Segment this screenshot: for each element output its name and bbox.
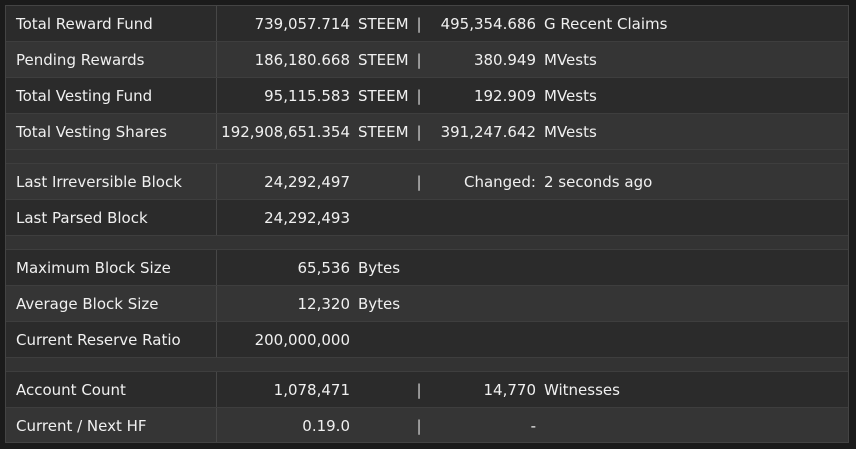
separator: |: [416, 14, 422, 33]
stat-row-current-reserve-ratio: Current Reserve Ratio 200,000,000: [6, 322, 848, 358]
stat-label: Last Irreversible Block: [6, 164, 217, 199]
stat-label: Average Block Size: [6, 286, 217, 321]
stat-secondary-value: Changed:: [463, 172, 536, 191]
stat-unit: Bytes: [358, 294, 401, 313]
stat-secondary-value: 192.909: [473, 86, 536, 105]
stat-unit: STEEM: [358, 122, 409, 141]
stat-secondary-value: -: [530, 416, 536, 435]
stat-value: 95,115.583: [264, 86, 350, 105]
stat-unit: STEEM: [358, 86, 409, 105]
separator: |: [416, 50, 422, 69]
stat-secondary-unit: MVests: [544, 86, 597, 105]
stat-label: Current Reserve Ratio: [6, 322, 217, 357]
stat-value: 0.19.0: [302, 416, 350, 435]
stat-row-last-parsed-block: Last Parsed Block 24,292,493: [6, 200, 848, 236]
stat-value: 192,908,651.354: [221, 122, 350, 141]
stat-secondary-unit: MVests: [544, 122, 597, 141]
stat-row-current-next-hf: Current / Next HF 0.19.0 | -: [6, 408, 848, 442]
stat-row-total-vesting-shares: Total Vesting Shares 192,908,651.354 STE…: [6, 114, 848, 150]
separator: |: [416, 172, 422, 191]
stat-secondary-value: 495,354.686: [440, 14, 536, 33]
stat-secondary-unit: G Recent Claims: [544, 14, 668, 33]
stat-value: 24,292,493: [264, 208, 350, 227]
stat-value: 12,320: [297, 294, 351, 313]
stat-value: 65,536: [297, 258, 351, 277]
stat-label: Maximum Block Size: [6, 250, 217, 285]
stat-unit: STEEM: [358, 14, 409, 33]
stat-value: 200,000,000: [254, 330, 350, 349]
stat-row-total-reward-fund: Total Reward Fund 739,057.714 STEEM | 49…: [6, 6, 848, 42]
separator: |: [416, 416, 422, 435]
stat-value: 186,180.668: [254, 50, 350, 69]
stat-row-last-irreversible-block: Last Irreversible Block 24,292,497 | Cha…: [6, 164, 848, 200]
section-divider: [6, 358, 848, 372]
stat-label: Total Vesting Fund: [6, 78, 217, 113]
stat-label: Total Vesting Shares: [6, 114, 217, 149]
stat-label: Account Count: [6, 372, 217, 407]
stat-row-pending-rewards: Pending Rewards 186,180.668 STEEM | 380.…: [6, 42, 848, 78]
stat-unit: Bytes: [358, 258, 401, 277]
stat-secondary-value: 14,770: [483, 380, 537, 399]
stat-value: 1,078,471: [273, 380, 350, 399]
stat-secondary-unit: MVests: [544, 50, 597, 69]
stat-value: 24,292,497: [264, 172, 350, 191]
stat-label: Current / Next HF: [6, 408, 217, 442]
stat-row-total-vesting-fund: Total Vesting Fund 95,115.583 STEEM | 19…: [6, 78, 848, 114]
separator: |: [416, 122, 422, 141]
stat-secondary-value: 391,247.642: [440, 122, 536, 141]
section-divider: [6, 150, 848, 164]
stat-label: Pending Rewards: [6, 42, 217, 77]
separator: |: [416, 86, 422, 105]
stat-secondary-unit: Witnesses: [544, 380, 620, 399]
stat-label: Last Parsed Block: [6, 200, 217, 235]
stat-row-maximum-block-size: Maximum Block Size 65,536 Bytes: [6, 250, 848, 286]
stat-value: 739,057.714: [254, 14, 350, 33]
stat-label: Total Reward Fund: [6, 6, 217, 41]
stat-row-account-count: Account Count 1,078,471 | 14,770 Witness…: [6, 372, 848, 408]
section-divider: [6, 236, 848, 250]
stat-unit: STEEM: [358, 50, 409, 69]
stat-row-average-block-size: Average Block Size 12,320 Bytes: [6, 286, 848, 322]
stat-secondary-value: 380.949: [473, 50, 536, 69]
blockchain-stats-panel: Total Reward Fund 739,057.714 STEEM | 49…: [5, 5, 849, 443]
stat-secondary-unit: 2 seconds ago: [544, 172, 653, 191]
separator: |: [416, 380, 422, 399]
